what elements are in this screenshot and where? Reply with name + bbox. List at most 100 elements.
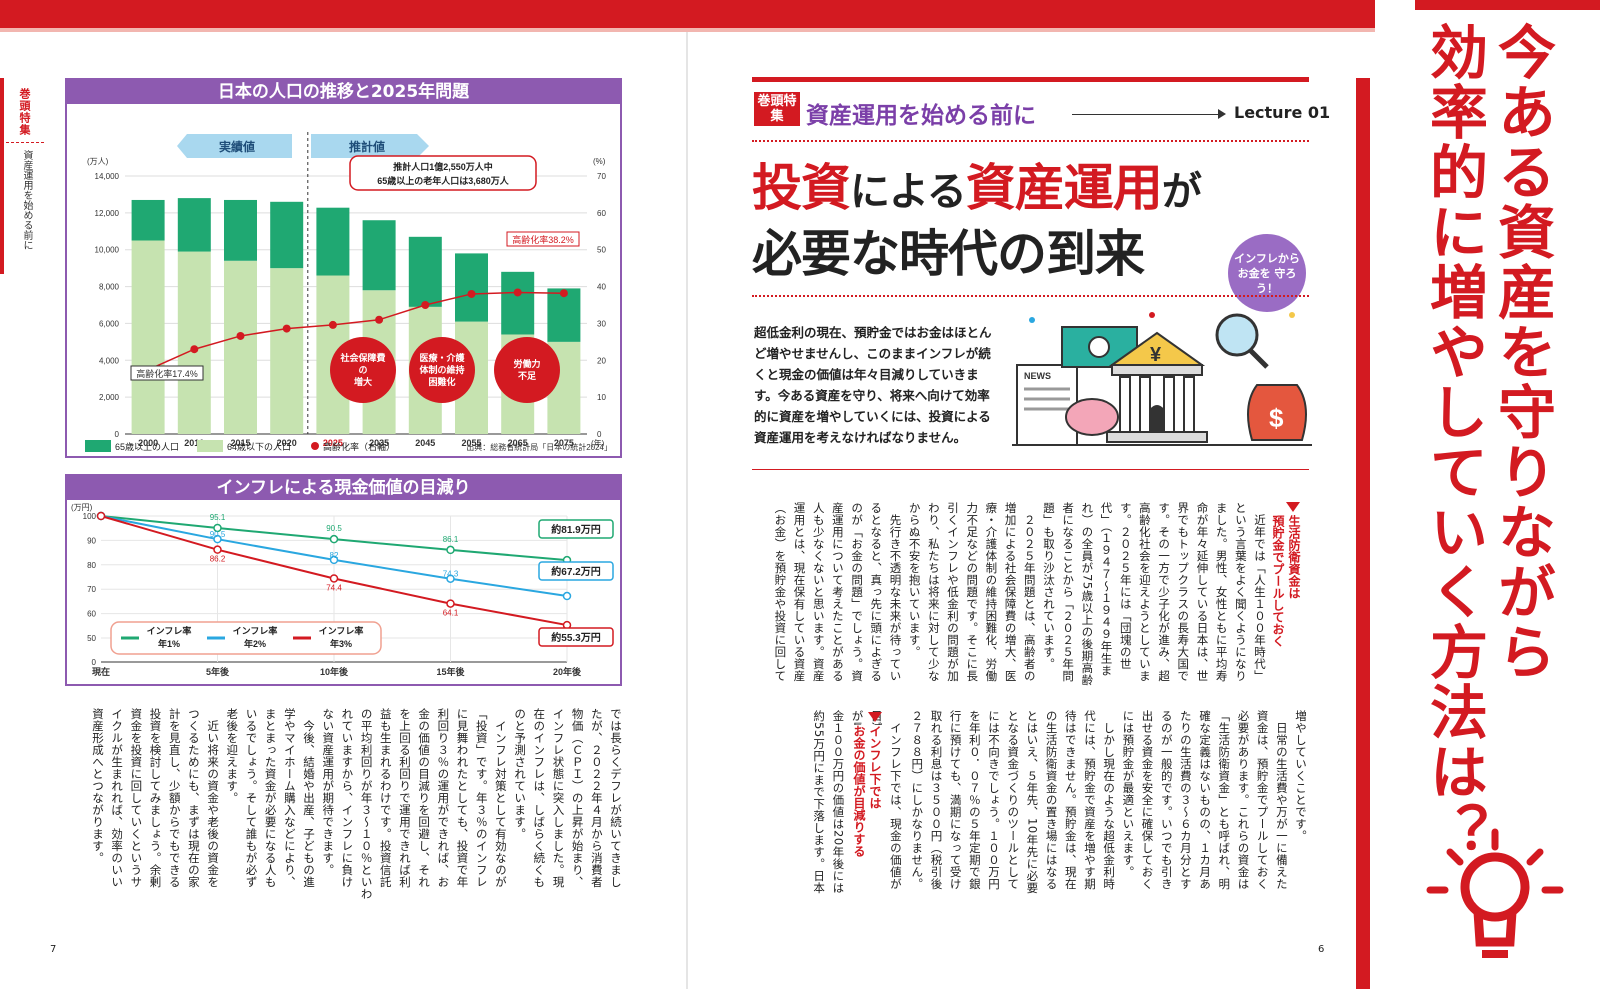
x-tick-label: 5年後 (206, 666, 230, 677)
side-tab-section: 資産運用を始める前に (21, 150, 32, 250)
body-text-column: のと予測されています。 (513, 708, 528, 840)
yen-label: ¥ (1150, 344, 1162, 366)
body-text-column: 今後、結婚や出産、子どもの進 (302, 708, 316, 888)
issue-circle-2 (409, 337, 475, 403)
body-text-column: のが「お金の問題」でしょう。資 (850, 502, 865, 682)
inflation-point (329, 534, 339, 544)
x-tick-label: 2065 (508, 438, 528, 448)
bar-65plus (316, 207, 350, 276)
body-text-column: 「生活防衛資金」とも呼ばれ、明 (1217, 710, 1232, 890)
y-tick-label: 70 (87, 585, 96, 594)
body-text-column: 必要があります。これらの資金は (1236, 710, 1251, 890)
inflation-point (446, 574, 455, 583)
y-tick-label: 10,000 (95, 246, 120, 255)
data-label: 86.2 (210, 555, 226, 564)
body-text-column: ２７８８円）にしかなりません。 (910, 710, 925, 890)
y2-tick-label: 60 (597, 209, 606, 218)
bank-illustration-icon: NEWS ¥ $ (1012, 312, 1312, 446)
x-unit-label: (年) (591, 438, 605, 448)
inflation-point (329, 555, 339, 565)
body-text-column: ない資産運用が期待できます。 (321, 708, 336, 876)
headline-top-bar (1415, 0, 1600, 10)
rate-point (190, 345, 199, 354)
inflation-point (213, 545, 222, 554)
body-text-column: 代には、預貯金で資産を増やす期 (1082, 710, 1097, 890)
x-tick-label: 2010 (184, 438, 204, 448)
headline-word-niyoru: による (850, 169, 967, 215)
body-text-column: るとなると、真っ先に頭によぎる (869, 502, 884, 682)
body-text-column: 増加による社会保障費の増大、医 (1003, 502, 1018, 682)
x-tick-label: 2045 (415, 438, 435, 448)
rate-low-box (130, 365, 204, 381)
body-text-column: 資金を投資に回していくというサ (129, 708, 144, 888)
body-text-column: 「投資」です。年３％のインフレ (474, 708, 489, 888)
subhead-inflation: インフレ下では お金の価値が目減りする (851, 725, 883, 895)
y-tick-label: 4,000 (99, 356, 120, 365)
inflation-point (562, 591, 572, 601)
bar-under64 (177, 251, 211, 434)
x-tick-label: 2035 (369, 438, 389, 448)
body-text-column: 金の価値の目減りを回避し、それ (417, 708, 432, 888)
body-text-column: 学やマイホーム購入などにより、 (282, 708, 297, 888)
x-tick-label: 現在 (92, 666, 110, 677)
body-text-column: 高齢化社会を迎えようとしていま (1137, 502, 1152, 682)
issue-circle-text: 体制の維持 (419, 364, 464, 375)
body-text-column: インフレ状態に突入しました。現 (551, 708, 566, 888)
data-label: 90.5 (326, 524, 342, 533)
rate-line (147, 291, 564, 371)
rate-high-box (506, 231, 580, 247)
end-label: 約81.9万円 (551, 523, 600, 536)
y-unit-label: (万円) (71, 503, 93, 512)
end-label: 約55.3万円 (551, 631, 600, 644)
body-text-column: 老後を迎えます。 (225, 708, 240, 804)
right-page-number: 6 (1318, 944, 1325, 955)
body-text-column: 命が年々延伸している日本は、世 (1195, 502, 1210, 682)
end-label-box (538, 627, 614, 647)
headline-word-invest: 投資 (752, 159, 851, 217)
forecast-arrow-icon (311, 134, 429, 158)
issue-circle-text: 不足 (518, 371, 537, 381)
bar-65plus (177, 198, 211, 252)
y-tick-label: 60 (87, 610, 96, 619)
y2-tick-label: 30 (597, 319, 606, 328)
data-label: 64.1 (443, 609, 459, 618)
legend-line2: 年3% (330, 638, 352, 649)
body-text-column: す。２０２５年には「団塊の世 (1118, 502, 1133, 670)
lecture-label: Lecture 01 (1234, 103, 1331, 122)
body-text-column: 力不足などの問題です。そこに長 (965, 502, 980, 682)
population-chart-title: 日本の人口の推移と2025年問題 (67, 80, 620, 104)
y2-tick-label: 20 (597, 356, 606, 365)
body-text-column: 近い将来の資金や老後の資金を (206, 708, 221, 888)
news-label: NEWS (1024, 371, 1051, 381)
y-tick-label: 8,000 (99, 283, 120, 292)
issue-circle-text: 困難化 (428, 376, 455, 387)
legend-box (110, 621, 382, 655)
feature-tag: 巻頭特集 (754, 92, 800, 126)
y-tick-label: 12,000 (95, 209, 120, 218)
inflation-point (96, 511, 106, 521)
arrow-head-icon (1218, 109, 1226, 119)
body-text-column: 界でもトップクラスの長寿大国で (1176, 502, 1191, 682)
page-gutter (686, 32, 688, 989)
body-text-column: しかし現在のような超低金利時 (1102, 710, 1117, 890)
bar-under64 (131, 240, 165, 434)
rate-point (559, 289, 568, 298)
right-body-lower: 増やしていくことです。 日常の生活費や万が一に備えた 資金は、預貯金でプールしてお… (752, 710, 1309, 910)
headline-line2: 必要な時代の到来 (752, 225, 1145, 283)
data-label: 95.1 (210, 513, 226, 522)
issue-circle-text: の (358, 365, 367, 375)
intro-text: 超低金利の現在、預貯金ではお金はほとんど増やせませんし、このままインフレが続くと… (754, 325, 992, 445)
callout-bubble: インフレから お金を 守ろう！ (1228, 234, 1306, 312)
body-text-column: 益も生まれるわけです。投資信託 (378, 708, 393, 888)
rate-point (421, 301, 430, 309)
bar-65plus (224, 199, 257, 261)
body-text-column: まとまった資金が必要になる人も (263, 708, 278, 888)
body-text-column: インフレ対策として有効なのが (493, 708, 508, 888)
body-text-column: イクルが生まれれば、効率のいい (110, 708, 125, 888)
body-text-column: 行に預けても、満期になって受け (948, 710, 963, 890)
body-text-column: に見舞われたとしても、投資で年 (455, 708, 470, 888)
data-label: 90.5 (210, 530, 226, 539)
side-tab: 巻頭特集 資産運用を始める前に (0, 78, 50, 274)
data-label: 74.3 (443, 570, 459, 579)
rate-point (328, 320, 337, 329)
